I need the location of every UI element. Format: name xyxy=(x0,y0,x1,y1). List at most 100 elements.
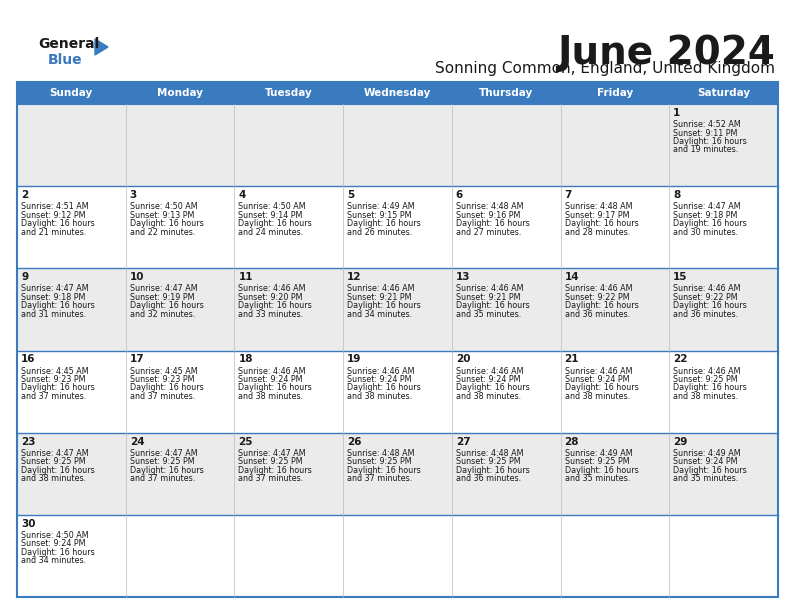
Text: Sunset: 9:25 PM: Sunset: 9:25 PM xyxy=(456,457,520,466)
Text: 15: 15 xyxy=(673,272,687,282)
Text: and 38 minutes.: and 38 minutes. xyxy=(238,392,303,401)
Text: Sunset: 9:17 PM: Sunset: 9:17 PM xyxy=(565,211,629,220)
Text: Daylight: 16 hours: Daylight: 16 hours xyxy=(565,301,638,310)
Text: Daylight: 16 hours: Daylight: 16 hours xyxy=(347,219,421,228)
Text: and 33 minutes.: and 33 minutes. xyxy=(238,310,303,319)
Text: 25: 25 xyxy=(238,437,253,447)
Bar xyxy=(17,515,778,597)
Text: and 37 minutes.: and 37 minutes. xyxy=(347,474,413,483)
Text: and 31 minutes.: and 31 minutes. xyxy=(21,310,86,319)
Bar xyxy=(17,268,778,351)
Text: 18: 18 xyxy=(238,354,253,365)
Text: Sunset: 9:24 PM: Sunset: 9:24 PM xyxy=(238,375,303,384)
Text: Daylight: 16 hours: Daylight: 16 hours xyxy=(130,466,204,475)
Text: Sunrise: 4:52 AM: Sunrise: 4:52 AM xyxy=(673,120,741,129)
Text: Sunrise: 4:47 AM: Sunrise: 4:47 AM xyxy=(238,449,306,458)
Text: Daylight: 16 hours: Daylight: 16 hours xyxy=(456,466,530,475)
Text: 24: 24 xyxy=(130,437,144,447)
Text: Blue: Blue xyxy=(48,53,82,67)
Text: Daylight: 16 hours: Daylight: 16 hours xyxy=(130,384,204,392)
Text: Sunset: 9:25 PM: Sunset: 9:25 PM xyxy=(347,457,412,466)
Text: Sunrise: 4:45 AM: Sunrise: 4:45 AM xyxy=(130,367,197,376)
Text: Sunset: 9:21 PM: Sunset: 9:21 PM xyxy=(347,293,412,302)
Text: Sunset: 9:19 PM: Sunset: 9:19 PM xyxy=(130,293,194,302)
Text: Sunrise: 4:46 AM: Sunrise: 4:46 AM xyxy=(347,367,415,376)
Text: and 27 minutes.: and 27 minutes. xyxy=(456,228,521,237)
Text: 30: 30 xyxy=(21,519,36,529)
Text: Sunrise: 4:49 AM: Sunrise: 4:49 AM xyxy=(673,449,741,458)
Text: 22: 22 xyxy=(673,354,687,365)
Bar xyxy=(17,351,778,433)
Text: 28: 28 xyxy=(565,437,579,447)
Text: and 37 minutes.: and 37 minutes. xyxy=(238,474,303,483)
Text: Sunset: 9:25 PM: Sunset: 9:25 PM xyxy=(238,457,303,466)
Text: Daylight: 16 hours: Daylight: 16 hours xyxy=(238,466,312,475)
Polygon shape xyxy=(95,39,108,55)
Text: Daylight: 16 hours: Daylight: 16 hours xyxy=(347,301,421,310)
Text: General: General xyxy=(38,37,99,51)
Text: Sunrise: 4:48 AM: Sunrise: 4:48 AM xyxy=(347,449,415,458)
Text: Wednesday: Wednesday xyxy=(364,88,431,98)
Text: Daylight: 16 hours: Daylight: 16 hours xyxy=(130,301,204,310)
Text: and 34 minutes.: and 34 minutes. xyxy=(21,556,86,565)
Text: Sunset: 9:14 PM: Sunset: 9:14 PM xyxy=(238,211,303,220)
Text: Sunset: 9:23 PM: Sunset: 9:23 PM xyxy=(130,375,194,384)
Text: Daylight: 16 hours: Daylight: 16 hours xyxy=(130,219,204,228)
Text: Saturday: Saturday xyxy=(697,88,750,98)
Text: 16: 16 xyxy=(21,354,36,365)
Text: Daylight: 16 hours: Daylight: 16 hours xyxy=(456,301,530,310)
Text: 13: 13 xyxy=(456,272,470,282)
Text: Daylight: 16 hours: Daylight: 16 hours xyxy=(238,301,312,310)
Text: Sunrise: 4:47 AM: Sunrise: 4:47 AM xyxy=(21,285,89,293)
Bar xyxy=(17,433,778,515)
Text: Sunset: 9:24 PM: Sunset: 9:24 PM xyxy=(21,539,86,548)
Text: Sunrise: 4:50 AM: Sunrise: 4:50 AM xyxy=(21,531,89,540)
Text: Sunrise: 4:48 AM: Sunrise: 4:48 AM xyxy=(565,202,632,211)
Text: Sunset: 9:25 PM: Sunset: 9:25 PM xyxy=(673,375,738,384)
Text: 19: 19 xyxy=(347,354,361,365)
Text: 9: 9 xyxy=(21,272,29,282)
Text: 12: 12 xyxy=(347,272,362,282)
Text: Sunset: 9:20 PM: Sunset: 9:20 PM xyxy=(238,293,303,302)
Text: and 34 minutes.: and 34 minutes. xyxy=(347,310,413,319)
Text: Sunrise: 4:48 AM: Sunrise: 4:48 AM xyxy=(456,449,524,458)
Text: Sunset: 9:24 PM: Sunset: 9:24 PM xyxy=(565,375,629,384)
Text: Sunset: 9:18 PM: Sunset: 9:18 PM xyxy=(21,293,86,302)
Text: Daylight: 16 hours: Daylight: 16 hours xyxy=(673,301,747,310)
Text: Sunset: 9:13 PM: Sunset: 9:13 PM xyxy=(130,211,194,220)
Text: and 36 minutes.: and 36 minutes. xyxy=(673,310,738,319)
Text: Sunset: 9:12 PM: Sunset: 9:12 PM xyxy=(21,211,86,220)
Text: and 24 minutes.: and 24 minutes. xyxy=(238,228,303,237)
Text: 7: 7 xyxy=(565,190,572,200)
Text: and 36 minutes.: and 36 minutes. xyxy=(456,474,521,483)
Text: Sunrise: 4:46 AM: Sunrise: 4:46 AM xyxy=(673,285,741,293)
Bar xyxy=(17,82,778,104)
Text: and 38 minutes.: and 38 minutes. xyxy=(347,392,413,401)
Text: 20: 20 xyxy=(456,354,470,365)
Text: and 37 minutes.: and 37 minutes. xyxy=(130,392,195,401)
Text: Monday: Monday xyxy=(157,88,203,98)
Text: 21: 21 xyxy=(565,354,579,365)
Text: and 38 minutes.: and 38 minutes. xyxy=(21,474,86,483)
Text: and 38 minutes.: and 38 minutes. xyxy=(673,392,738,401)
Text: Sunrise: 4:46 AM: Sunrise: 4:46 AM xyxy=(565,367,632,376)
Text: Sunrise: 4:49 AM: Sunrise: 4:49 AM xyxy=(565,449,632,458)
Text: Sunset: 9:25 PM: Sunset: 9:25 PM xyxy=(565,457,629,466)
Text: Daylight: 16 hours: Daylight: 16 hours xyxy=(21,466,95,475)
Text: 11: 11 xyxy=(238,272,253,282)
Text: Sunset: 9:16 PM: Sunset: 9:16 PM xyxy=(456,211,520,220)
Text: 2: 2 xyxy=(21,190,29,200)
Text: Daylight: 16 hours: Daylight: 16 hours xyxy=(565,219,638,228)
Text: Tuesday: Tuesday xyxy=(265,88,313,98)
Text: Sunset: 9:25 PM: Sunset: 9:25 PM xyxy=(21,457,86,466)
Text: Daylight: 16 hours: Daylight: 16 hours xyxy=(673,466,747,475)
Text: Sunset: 9:18 PM: Sunset: 9:18 PM xyxy=(673,211,737,220)
Text: Sunrise: 4:47 AM: Sunrise: 4:47 AM xyxy=(130,285,197,293)
Text: 17: 17 xyxy=(130,354,144,365)
Text: Sunrise: 4:47 AM: Sunrise: 4:47 AM xyxy=(21,449,89,458)
Bar xyxy=(17,186,778,268)
Text: Sunrise: 4:46 AM: Sunrise: 4:46 AM xyxy=(673,367,741,376)
Text: Daylight: 16 hours: Daylight: 16 hours xyxy=(456,219,530,228)
Text: Daylight: 16 hours: Daylight: 16 hours xyxy=(565,466,638,475)
Text: 14: 14 xyxy=(565,272,579,282)
